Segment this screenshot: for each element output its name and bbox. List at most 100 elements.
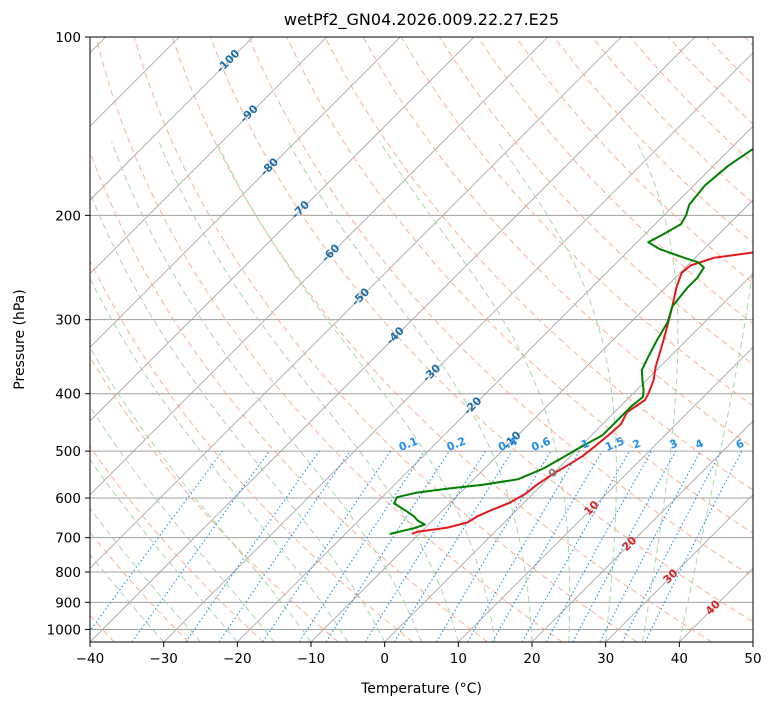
isotherm-line <box>90 37 548 496</box>
y-tick-label: 800 <box>55 565 81 581</box>
moist-adiabats <box>90 141 753 642</box>
x-tick-label: 20 <box>523 651 540 667</box>
mixing-ratio-label: 8 <box>763 437 775 452</box>
x-tick-label: 10 <box>450 651 467 667</box>
isotherm-line <box>237 125 753 642</box>
moist-adiabat-line <box>90 277 349 642</box>
moist-adiabat-line <box>636 141 679 642</box>
mixing-ratio-line <box>185 450 320 642</box>
mixing-ratio-label: 6 <box>734 437 746 452</box>
dry-adiabat-line <box>171 37 712 642</box>
isotherm-line <box>90 37 475 422</box>
moist-adiabat-line <box>90 553 165 642</box>
dry-adiabat-line <box>706 37 753 86</box>
isotherm-line <box>90 37 622 569</box>
x-tick-label: 40 <box>671 651 688 667</box>
moist-adiabat-line <box>496 141 617 642</box>
dry-adiabat-line <box>90 445 264 642</box>
isotherm-label: -40 <box>384 324 407 347</box>
moist-adiabat-line <box>215 141 496 642</box>
isotherm-label: 20 <box>619 534 639 554</box>
dry-adiabat-line <box>90 356 339 642</box>
chart-title: wetPf2_GN04.2026.009.22.27.E25 <box>284 10 559 30</box>
y-tick-label: 1000 <box>47 622 81 638</box>
mixing-ratio-line <box>325 450 450 642</box>
moist-adiabat-line <box>90 191 386 642</box>
plot-frame <box>89 36 754 643</box>
mixing-ratio-line <box>599 450 701 642</box>
y-tick-label: 900 <box>55 595 81 611</box>
mixing-ratio-line <box>467 450 580 642</box>
mixing-ratio-line <box>545 450 653 642</box>
isotherm-line <box>679 567 753 642</box>
isotherm-line <box>384 273 753 642</box>
mixing-ratio-lines <box>90 450 743 642</box>
mixing-ratio-line <box>131 450 270 642</box>
isotherm-label: -50 <box>349 285 372 308</box>
mixing-ratio-line <box>298 450 425 642</box>
mixing-ratio-line <box>262 450 392 642</box>
mixing-ratio-line <box>364 450 486 642</box>
moist-adiabat-line <box>90 346 312 642</box>
isotherm-label: 30 <box>661 566 681 586</box>
mixing-ratio-line <box>644 450 743 642</box>
x-tick-label: −40 <box>76 651 105 667</box>
x-tick-label: −20 <box>223 651 252 667</box>
x-axis-ticks: −40 −30 −20 −10 0 10 20 30 40 50 <box>76 642 762 667</box>
moist-adiabat-line <box>678 263 753 642</box>
y-axis-ticks: 100 200 300 400 500 600 700 800 900 1000 <box>47 30 90 638</box>
moist-adiabat-line <box>90 458 238 642</box>
isotherm-label: 40 <box>703 597 723 617</box>
moist-adiabat-line <box>90 405 275 642</box>
isotherm-line <box>90 37 327 275</box>
x-tick-label: 0 <box>380 651 389 667</box>
y-tick-label: 200 <box>55 208 81 224</box>
mixing-ratio-label: 1 <box>579 437 591 452</box>
mixing-ratio-line <box>218 450 351 642</box>
x-tick-label: −30 <box>149 651 178 667</box>
dry-adiabat-line <box>515 37 753 284</box>
isotherm-label: -20 <box>461 394 484 417</box>
y-tick-label: 100 <box>55 30 81 46</box>
y-axis-label: Pressure (hPa) <box>12 289 28 389</box>
isotherm-label: -100 <box>214 47 243 76</box>
mixing-ratio-line <box>393 450 513 642</box>
dry-adiabat-line <box>210 37 753 623</box>
dry-adiabat-line <box>90 531 190 642</box>
dry-adiabat-line <box>324 37 753 491</box>
mixing-ratio-line <box>435 450 552 642</box>
isotherm-line <box>605 494 753 642</box>
dry-adiabat-line <box>90 259 414 642</box>
moist-adiabat-line <box>378 141 571 642</box>
y-tick-label: 600 <box>55 491 81 507</box>
x-axis-label: Temperature (°C) <box>360 681 482 697</box>
x-tick-label: 30 <box>597 651 614 667</box>
temperature-profile-line <box>411 251 753 535</box>
mixing-ratio-line <box>90 450 223 632</box>
dry-adiabat-line <box>744 37 753 47</box>
isotherm-line <box>458 346 753 642</box>
isotherm-line <box>531 420 753 642</box>
mixing-ratio-label: 3 <box>668 437 680 452</box>
isotherm-line <box>310 199 753 642</box>
dewpoint-profile-line <box>389 147 753 535</box>
mixing-ratio-line <box>572 450 677 642</box>
dry-adiabat-line <box>248 37 753 578</box>
moist-adiabat-line <box>287 141 533 642</box>
moist-adiabat-line <box>90 507 201 642</box>
mixing-ratio-line <box>521 450 630 642</box>
dry-adiabat-line <box>90 150 488 642</box>
isotherm-label: -90 <box>237 102 260 125</box>
dry-adiabat-line <box>133 37 638 642</box>
y-tick-label: 500 <box>55 444 81 460</box>
moist-adiabat-line <box>158 141 459 642</box>
y-tick-label: 300 <box>55 313 81 329</box>
mixing-ratio-label: 4 <box>693 437 705 452</box>
dry-adiabat-line <box>95 37 563 642</box>
x-tick-label: 50 <box>744 651 761 667</box>
x-tick-label: −10 <box>297 651 326 667</box>
isotherm-label: -80 <box>258 155 281 178</box>
isotherm-line <box>752 641 753 642</box>
dry-adiabat-line <box>591 37 753 204</box>
